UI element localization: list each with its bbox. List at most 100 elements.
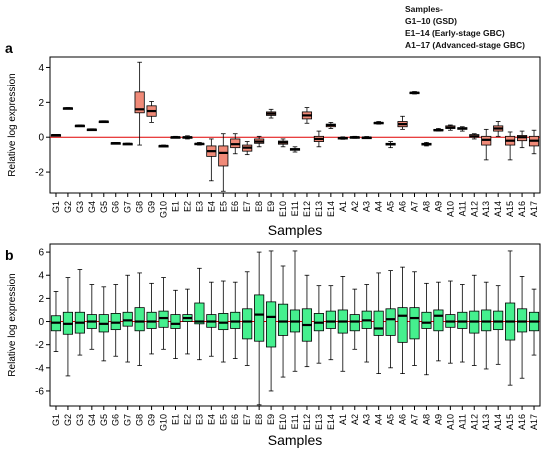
box-G6 — [110, 142, 121, 145]
box-E7 — [242, 141, 253, 156]
x-category-label: E9 — [266, 201, 276, 212]
legend: Samples- G1–10 (GSD) E1–14 (Early-stage … — [405, 3, 525, 51]
y-tick-label: 4 — [38, 271, 44, 282]
box-iqr — [325, 310, 336, 329]
box-G5 — [98, 286, 109, 362]
legend-line-early: E1–14 (Early-stage GBC) — [405, 28, 505, 38]
box-iqr — [122, 311, 133, 327]
x-category-label: A8 — [421, 414, 431, 425]
x-category-label: A2 — [350, 201, 360, 212]
box-iqr — [277, 303, 289, 336]
box-G6 — [110, 284, 121, 357]
x-category-label: A16 — [517, 201, 527, 217]
x-category-label: A2 — [350, 414, 360, 425]
box-G9 — [146, 282, 157, 355]
x-category-label: A10 — [445, 414, 455, 430]
box-E8 — [254, 135, 265, 148]
x-category-label: A6 — [398, 414, 408, 425]
box-E7 — [242, 271, 253, 366]
box-E8 — [254, 251, 265, 406]
y-tick-label: 0 — [38, 133, 44, 144]
box-E5 — [218, 280, 229, 363]
x-category-label: A14 — [493, 201, 503, 217]
x-category-label: G1 — [51, 414, 61, 426]
box-A10 — [445, 280, 456, 364]
x-category-label: E6 — [230, 414, 240, 425]
box-A3 — [361, 284, 372, 363]
box-A14 — [493, 121, 504, 137]
box-A4 — [373, 121, 384, 125]
box-E11 — [289, 250, 301, 372]
x-category-label: A1 — [338, 201, 348, 212]
box-iqr — [134, 307, 145, 332]
x-category-label: E2 — [182, 201, 192, 212]
y-tick-label: 0 — [38, 317, 44, 328]
box-A16 — [517, 276, 528, 379]
x-category-label: E11 — [290, 201, 300, 216]
box-E13 — [313, 285, 324, 364]
box-iqr — [134, 91, 145, 114]
box-E9 — [266, 108, 277, 119]
box-A7 — [409, 91, 420, 95]
box-iqr — [517, 308, 528, 333]
x-category-label: A13 — [481, 414, 491, 430]
y-tick-label: -4 — [35, 363, 44, 374]
x-category-label: A11 — [457, 201, 467, 216]
x-category-label: G6 — [111, 414, 121, 426]
x-category-label: E8 — [254, 414, 264, 425]
legend-title: Samples- — [405, 4, 443, 14]
box-E14 — [325, 285, 336, 361]
x-category-label: E12 — [302, 414, 312, 430]
box-iqr — [110, 313, 121, 331]
box-G7 — [122, 142, 133, 146]
x-category-label: G8 — [135, 414, 145, 426]
box-E10 — [277, 265, 289, 378]
box-iqr — [218, 313, 229, 331]
x-category-label: E4 — [206, 414, 216, 425]
box-iqr — [349, 314, 360, 332]
legend-line-gsd: G1–10 (GSD) — [405, 16, 457, 26]
x-category-label: E14 — [326, 201, 336, 217]
x-category-label: G6 — [111, 201, 121, 213]
x-category-label: G7 — [123, 414, 133, 426]
box-A10 — [445, 124, 456, 131]
box-iqr — [254, 294, 265, 342]
x-category-label: G7 — [123, 201, 133, 213]
x-category-label: A7 — [410, 201, 420, 212]
x-category-label: E8 — [254, 201, 264, 212]
box-A4 — [373, 272, 384, 375]
box-E2 — [182, 288, 193, 355]
box-A5 — [385, 270, 396, 369]
box-iqr — [421, 311, 432, 329]
box-iqr — [158, 310, 169, 328]
y-tick-label: -2 — [35, 340, 44, 351]
x-category-label: G8 — [135, 201, 145, 213]
x-category-label: E4 — [206, 201, 216, 212]
box-iqr — [194, 302, 205, 325]
box-iqr — [218, 145, 229, 167]
box-A2 — [349, 288, 360, 350]
plot-frame — [49, 56, 541, 194]
x-category-label: G3 — [75, 414, 85, 426]
box-G1 — [50, 134, 62, 137]
box-iqr — [493, 310, 504, 331]
box-G3 — [74, 124, 85, 128]
box-A5 — [385, 141, 396, 149]
panel-b-letter: b — [5, 247, 14, 263]
box-A17 — [528, 288, 540, 356]
x-category-label: A12 — [469, 414, 479, 430]
box-E14 — [325, 121, 336, 129]
x-category-label: A16 — [517, 414, 527, 430]
x-category-label: A5 — [386, 414, 396, 425]
box-E3 — [194, 142, 205, 146]
x-category-label: A12 — [469, 201, 479, 217]
box-iqr — [373, 310, 384, 336]
x-category-label: E9 — [266, 414, 276, 425]
x-category-label: G3 — [75, 201, 85, 213]
box-A13 — [481, 128, 492, 161]
x-category-label: G5 — [99, 201, 109, 213]
x-category-label: A4 — [374, 414, 384, 425]
box-G10 — [158, 144, 169, 148]
box-A9 — [433, 281, 444, 362]
